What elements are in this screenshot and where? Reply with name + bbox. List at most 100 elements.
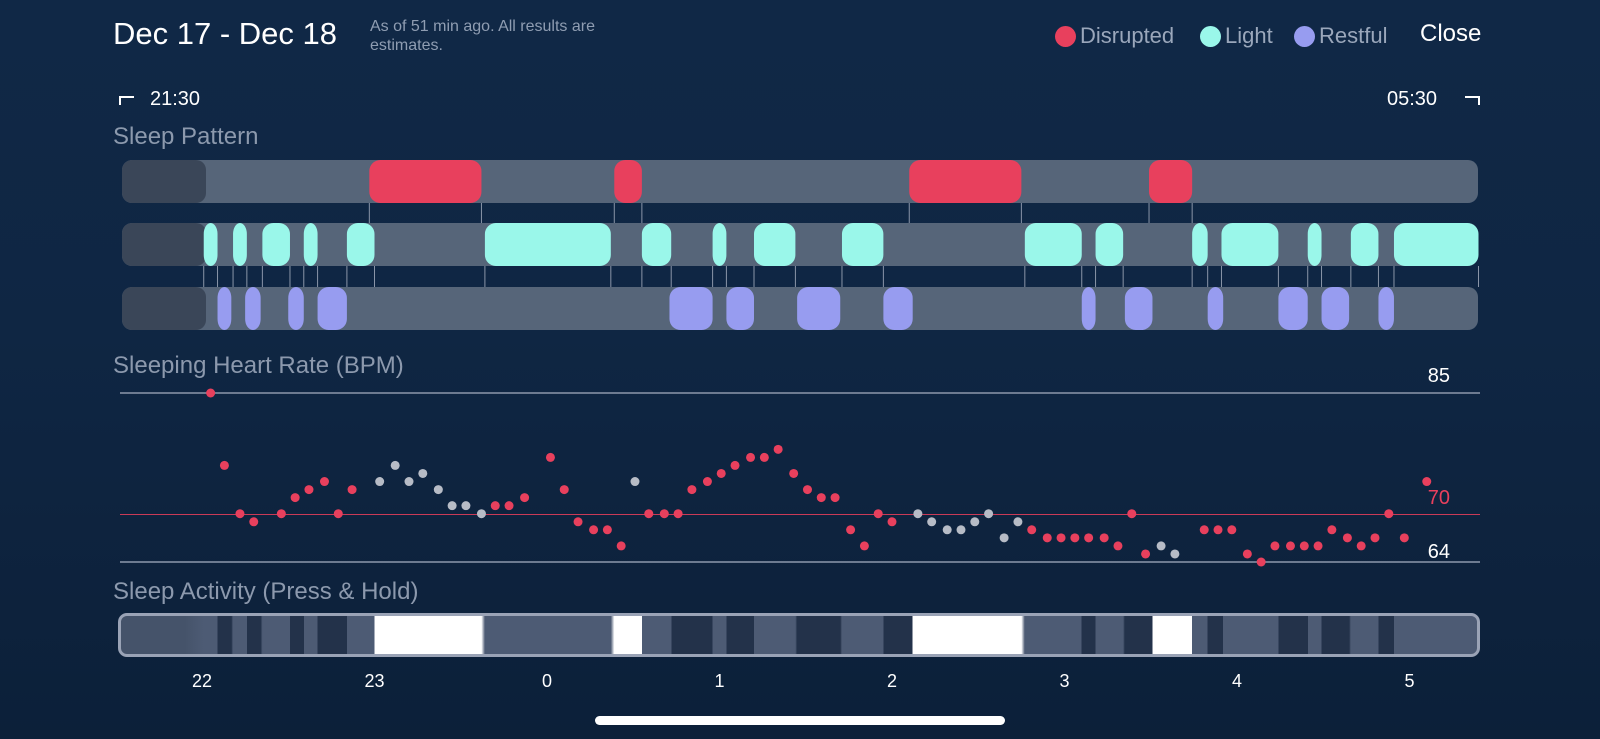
hr-point — [984, 509, 994, 519]
hr-point — [304, 485, 314, 495]
hr-point — [1013, 517, 1023, 527]
disrupted-dot-icon — [1055, 25, 1076, 47]
hr-point — [573, 517, 583, 527]
heart-rate-label: Sleeping Heart Rate (BPM) — [113, 352, 404, 379]
segment-restful — [317, 287, 347, 330]
segment-disrupted — [909, 160, 1022, 203]
hr-point — [1170, 549, 1180, 559]
hr-max-line — [120, 392, 1480, 394]
hr-point — [1370, 533, 1380, 543]
hr-point — [802, 485, 812, 495]
hr-point — [347, 485, 357, 495]
hr-point — [375, 477, 385, 487]
hr-point — [830, 493, 840, 503]
segment-restful — [217, 287, 232, 330]
segment-light — [1221, 223, 1279, 266]
x-tick-label: 2 — [886, 671, 898, 691]
segment-restful — [883, 287, 913, 330]
hr-point — [333, 509, 343, 519]
close-button[interactable]: Close — [1420, 20, 1482, 47]
track-empty-disrupted — [122, 160, 206, 203]
hr-point — [970, 517, 980, 527]
segment-restful — [726, 287, 754, 330]
hr-point — [1384, 509, 1394, 519]
hr-point — [1127, 509, 1137, 519]
track-empty-restful — [122, 287, 206, 330]
hr-point — [846, 525, 856, 535]
hr-point — [1141, 549, 1151, 559]
segment-light — [233, 223, 247, 266]
hr-point — [789, 468, 799, 478]
hr-point — [404, 477, 414, 487]
home-indicator[interactable] — [595, 716, 1005, 725]
hr-point — [545, 452, 555, 462]
segment-restful — [1124, 287, 1153, 330]
hr-point — [1084, 533, 1094, 543]
segment-restful — [1207, 287, 1224, 330]
hr-point — [659, 509, 669, 519]
x-tick-label: 5 — [1404, 671, 1415, 691]
hr-min-line — [120, 561, 1480, 563]
hr-point — [418, 468, 428, 478]
hr-point — [235, 509, 245, 519]
hr-point — [476, 509, 486, 519]
legend-disrupted-label: Disrupted — [1080, 23, 1175, 48]
hr-point — [504, 501, 514, 511]
segment-light — [346, 223, 375, 266]
light-dot-icon — [1200, 25, 1221, 47]
track-empty-light — [122, 223, 206, 266]
hr-point — [816, 493, 826, 503]
hr-min-value: 64 — [1427, 541, 1450, 563]
hr-point — [630, 477, 640, 487]
segment-light — [754, 223, 796, 266]
hr-point — [559, 485, 569, 495]
start-time: 21:30 — [150, 88, 201, 110]
hr-point — [1342, 533, 1352, 543]
sleep-activity-bar[interactable] — [118, 613, 1480, 657]
page-title: Dec 17 - Dec 18 — [113, 16, 337, 51]
segment-light — [203, 223, 218, 266]
hr-point — [433, 485, 443, 495]
hr-point — [249, 517, 259, 527]
segment-light — [1192, 223, 1208, 266]
hr-point — [1313, 541, 1323, 551]
segment-restful — [797, 287, 841, 330]
hr-point — [206, 388, 216, 398]
x-tick-label: 22 — [191, 671, 213, 691]
hr-point — [616, 541, 626, 551]
hr-point — [716, 468, 726, 478]
hr-point — [759, 452, 769, 462]
hr-max-value: 85 — [1427, 365, 1450, 387]
hr-point — [1199, 525, 1209, 535]
hr-point — [319, 477, 329, 487]
sleep-pattern-label: Sleep Pattern — [113, 123, 259, 150]
hr-point — [1299, 541, 1309, 551]
hr-point — [887, 517, 897, 527]
x-tick-label: 0 — [541, 671, 553, 691]
hr-point — [219, 460, 229, 470]
segment-light — [1307, 223, 1322, 266]
legend-light-label: Light — [1225, 23, 1273, 48]
segment-light — [1024, 223, 1082, 266]
legend-disrupted: Disrupted — [1055, 22, 1174, 50]
end-time: 05:30 — [1387, 88, 1438, 110]
restful-dot-icon — [1294, 25, 1315, 47]
sleep-activity-label: Sleep Activity (Press & Hold) — [113, 578, 419, 605]
hr-point — [1070, 533, 1080, 543]
hr-point — [927, 517, 937, 527]
hr-point — [859, 541, 869, 551]
segment-restful — [288, 287, 304, 330]
segment-restful — [1378, 287, 1394, 330]
hr-average-value: 70 — [1427, 487, 1450, 509]
legend-restful-label: Restful — [1319, 23, 1388, 48]
hr-point — [1027, 525, 1037, 535]
hr-point — [956, 525, 966, 535]
hr-point — [1227, 525, 1237, 535]
hr-point — [1099, 533, 1109, 543]
last-updated-note: As of 51 min ago. All results are estima… — [370, 18, 595, 54]
hr-point — [1270, 541, 1280, 551]
hr-point — [1285, 541, 1295, 551]
hr-point — [447, 501, 457, 511]
